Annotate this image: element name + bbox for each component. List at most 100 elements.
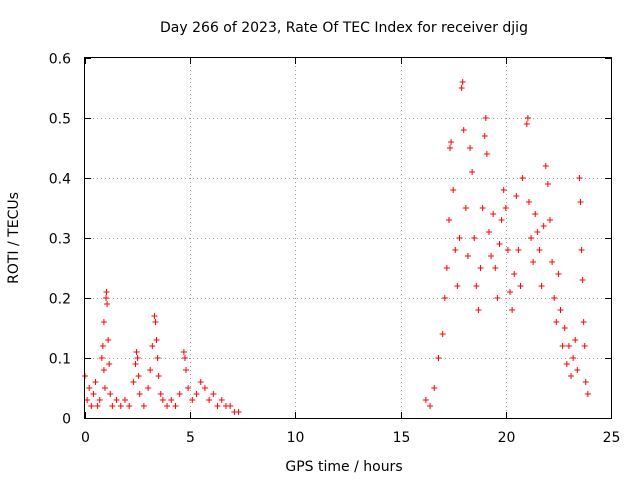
data-point <box>157 391 164 397</box>
data-point <box>140 403 147 409</box>
data-point <box>431 385 438 391</box>
data-point <box>502 205 509 211</box>
data-point <box>557 307 564 313</box>
data-point <box>577 199 584 205</box>
data-point <box>572 337 579 343</box>
y-tick-label: 0 <box>62 412 71 428</box>
x-tick-label: 0 <box>81 430 90 446</box>
data-point <box>464 253 471 259</box>
data-point <box>581 343 588 349</box>
data-point <box>235 409 242 415</box>
data-point <box>94 403 101 409</box>
data-point <box>448 139 455 145</box>
data-point <box>490 211 497 217</box>
data-point <box>488 253 495 259</box>
data-point <box>90 391 97 397</box>
x-tick-label: 25 <box>603 430 621 446</box>
data-point <box>185 385 192 391</box>
y-tick-label: 0.4 <box>49 172 71 188</box>
data-point <box>538 283 545 289</box>
data-point <box>530 259 537 265</box>
data-point <box>439 331 446 337</box>
data-point <box>528 235 535 241</box>
data-point <box>494 295 501 301</box>
data-point <box>443 265 450 271</box>
data-point <box>540 223 547 229</box>
data-point <box>147 367 154 373</box>
data-point <box>107 391 114 397</box>
data-point <box>509 307 516 313</box>
y-tick-label: 0.1 <box>49 352 71 368</box>
data-point <box>479 205 486 211</box>
data-point <box>135 373 142 379</box>
data-point <box>517 283 524 289</box>
data-point <box>155 373 162 379</box>
data-point <box>568 373 575 379</box>
grid-layer <box>85 58 611 418</box>
data-point <box>447 145 454 151</box>
data-point <box>86 385 93 391</box>
data-point <box>458 85 465 91</box>
data-point <box>182 367 189 373</box>
data-point <box>574 367 581 373</box>
data-point <box>106 361 113 367</box>
data-point <box>483 151 490 157</box>
data-point <box>151 313 158 319</box>
data-point <box>456 235 463 241</box>
data-point <box>92 379 99 385</box>
data-point <box>214 403 221 409</box>
points-layer <box>82 79 591 415</box>
data-point <box>227 403 234 409</box>
data-point <box>99 343 106 349</box>
data-point <box>561 325 568 331</box>
x-tick-label: 10 <box>287 430 305 446</box>
data-point <box>450 187 457 193</box>
data-point <box>498 217 505 223</box>
y-tick-label: 0.3 <box>49 232 71 248</box>
tick-layer: 0 5 10 15 20 25 0 0.1 0.2 0.3 0.4 0.5 0.6 <box>49 52 621 447</box>
data-point <box>546 217 553 223</box>
data-point <box>98 355 105 361</box>
data-point <box>515 247 522 253</box>
data-point <box>126 403 133 409</box>
data-point <box>523 121 530 127</box>
data-point <box>149 343 156 349</box>
data-point <box>462 205 469 211</box>
data-point <box>176 391 183 397</box>
data-point <box>584 391 591 397</box>
data-point <box>445 217 452 223</box>
data-point <box>117 403 124 409</box>
data-point <box>422 397 429 403</box>
data-point <box>492 265 499 271</box>
data-point <box>130 379 137 385</box>
y-axis-label: ROTI / TECUs <box>6 192 22 284</box>
x-axis-label: GPS time / hours <box>285 459 402 475</box>
data-point <box>504 247 511 253</box>
data-point <box>168 397 175 403</box>
data-point <box>104 301 111 307</box>
data-point <box>469 169 476 175</box>
data-point <box>84 397 91 403</box>
data-point <box>570 355 577 361</box>
data-point <box>555 271 562 277</box>
data-point <box>536 247 543 253</box>
data-point <box>193 391 200 397</box>
data-point <box>197 379 204 385</box>
data-point <box>544 181 551 187</box>
data-point <box>145 385 152 391</box>
data-point <box>459 79 466 85</box>
data-point <box>454 283 461 289</box>
data-point <box>542 163 549 169</box>
data-point <box>551 295 558 301</box>
data-point <box>210 391 217 397</box>
data-point <box>96 397 103 403</box>
data-point <box>101 385 108 391</box>
data-point <box>159 397 166 403</box>
data-point <box>532 211 539 217</box>
data-point <box>132 361 139 367</box>
data-point <box>576 175 583 181</box>
data-point <box>154 355 161 361</box>
data-point <box>189 397 196 403</box>
data-point <box>580 319 587 325</box>
